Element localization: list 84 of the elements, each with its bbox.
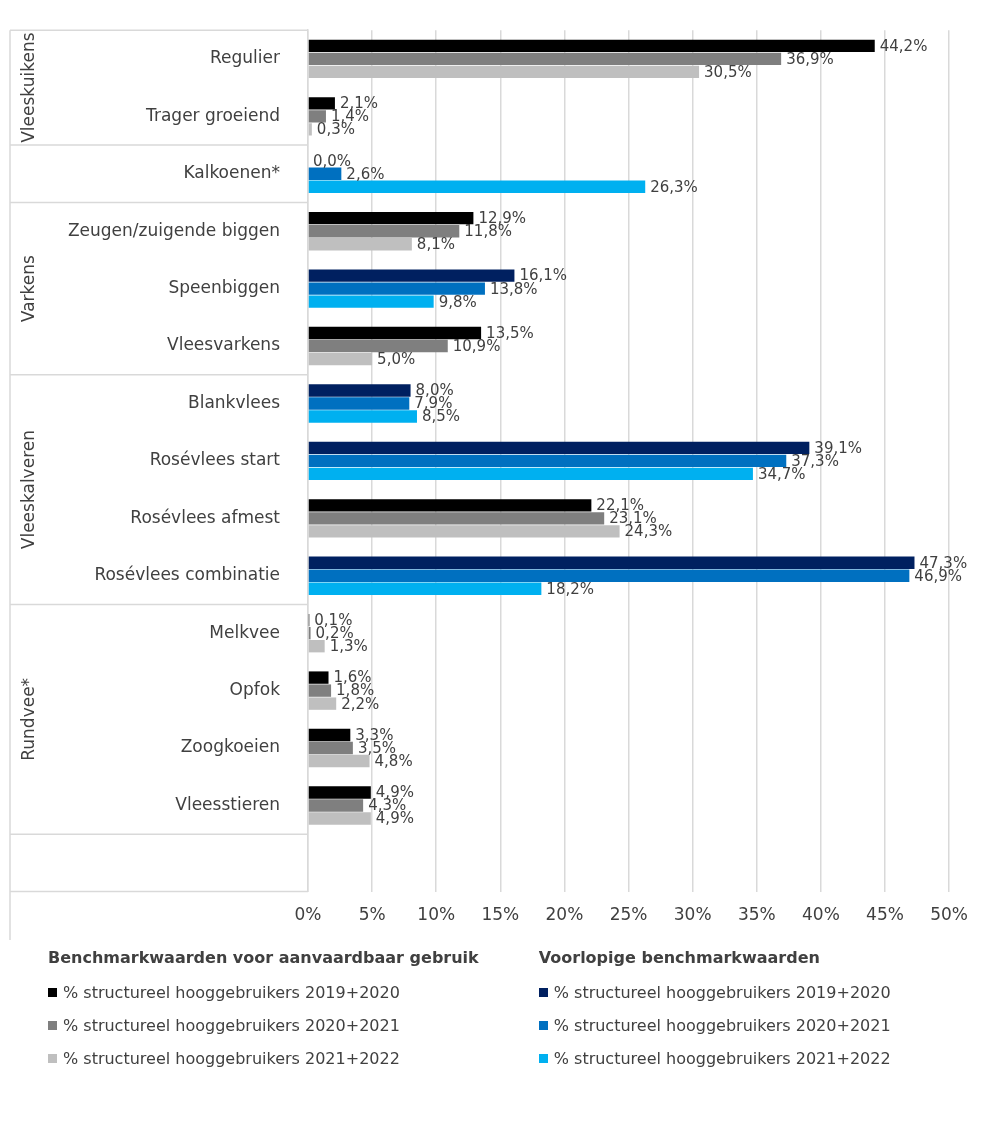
x-tick-label: 15% bbox=[481, 904, 520, 925]
bar bbox=[308, 410, 417, 423]
bar bbox=[308, 741, 353, 755]
x-tick-label: 25% bbox=[609, 904, 648, 925]
x-tick-label: 20% bbox=[545, 904, 584, 925]
x-tick-label: 35% bbox=[737, 904, 776, 925]
bar bbox=[308, 812, 371, 825]
bar bbox=[308, 282, 485, 295]
data-label: 9,8% bbox=[438, 292, 477, 311]
bar bbox=[308, 295, 434, 308]
bar bbox=[308, 556, 915, 569]
y-tick-label: Vleesvarkens bbox=[167, 334, 281, 355]
x-tick-label: 30% bbox=[673, 904, 712, 925]
data-label: 36,9% bbox=[786, 49, 834, 68]
text: Voorlopige benchmarkwaarden bbox=[538, 948, 821, 967]
bar bbox=[308, 697, 337, 710]
legend-label: % structureel hooggebruikers 2021+2022 bbox=[63, 1049, 400, 1068]
bar bbox=[308, 441, 810, 455]
bar bbox=[308, 454, 787, 468]
bar bbox=[308, 397, 410, 410]
bar bbox=[308, 352, 373, 366]
text: Benchmarkwaarden voor aanvaardbaar gebruik bbox=[48, 948, 479, 967]
bar bbox=[308, 671, 329, 684]
y-tick-label: Opfok bbox=[229, 679, 281, 700]
x-tick-label: 40% bbox=[801, 904, 840, 925]
bar bbox=[308, 728, 351, 742]
bar bbox=[308, 384, 411, 397]
bar bbox=[308, 180, 646, 193]
bar bbox=[308, 39, 875, 53]
bar bbox=[308, 786, 371, 799]
bar bbox=[308, 65, 700, 79]
y-tick-label: Trager groeiend bbox=[145, 104, 280, 125]
text: Varkens bbox=[18, 254, 39, 323]
bar bbox=[308, 582, 542, 595]
data-label: 8,1% bbox=[416, 235, 455, 254]
y-tick-label: Regulier bbox=[210, 47, 281, 68]
data-label: 5,0% bbox=[377, 349, 416, 368]
bar bbox=[308, 110, 326, 123]
x-tick-label: 10% bbox=[417, 904, 456, 925]
data-label: 30,5% bbox=[704, 62, 752, 81]
y-tick-label: Vleesstieren bbox=[175, 793, 280, 814]
y-tick-label: Zeugen/zuigende biggen bbox=[67, 219, 280, 240]
y-tick-label: Kalkoenen* bbox=[183, 162, 280, 183]
text: Vleeskalveren bbox=[18, 430, 39, 550]
bar bbox=[308, 97, 335, 110]
y-tick-label: Speenbiggen bbox=[168, 277, 280, 298]
data-label: 18,2% bbox=[546, 579, 595, 598]
bar bbox=[308, 525, 620, 538]
bar bbox=[308, 339, 448, 353]
bar bbox=[308, 269, 515, 282]
text: Vleeskuikens bbox=[18, 32, 39, 143]
legend-label: % structureel hooggebruikers 2019+2020 bbox=[63, 983, 400, 1002]
data-label: 44,2% bbox=[879, 36, 928, 55]
x-tick-label: 50% bbox=[930, 904, 969, 925]
bar bbox=[308, 326, 482, 340]
y-tick-label: Zoogkoeien bbox=[180, 736, 280, 757]
bar bbox=[308, 238, 412, 251]
bar bbox=[308, 123, 312, 136]
bar bbox=[308, 569, 910, 582]
y-tick-label: Rosévlees start bbox=[149, 449, 281, 470]
y-tick-label: Rosévlees combinatie bbox=[94, 564, 280, 585]
bar bbox=[308, 52, 782, 66]
bar bbox=[308, 211, 474, 225]
x-tick-label: 0% bbox=[294, 904, 322, 925]
bar bbox=[308, 684, 332, 697]
legend-label: % structureel hooggebruikers 2019+2020 bbox=[553, 983, 891, 1002]
bar bbox=[308, 225, 460, 238]
x-tick-label: 5% bbox=[358, 904, 386, 925]
bar bbox=[308, 499, 592, 512]
bar bbox=[308, 167, 342, 180]
bar bbox=[308, 640, 325, 653]
legend-label: % structureel hooggebruikers 2020+2021 bbox=[553, 1016, 891, 1035]
bar bbox=[308, 512, 605, 525]
bar bbox=[308, 799, 364, 812]
legend-label: % structureel hooggebruikers 2020+2021 bbox=[63, 1016, 400, 1035]
y-tick-label: Blankvlees bbox=[188, 391, 281, 412]
text: Rundvee* bbox=[18, 677, 39, 761]
bar bbox=[308, 467, 753, 481]
y-tick-label: Melkvee bbox=[209, 621, 280, 642]
data-label: 26,3% bbox=[650, 177, 698, 196]
y-tick-label: Rosévlees afmest bbox=[130, 506, 281, 527]
legend-label: % structureel hooggebruikers 2021+2022 bbox=[553, 1049, 891, 1068]
x-tick-label: 45% bbox=[866, 904, 904, 925]
bar bbox=[308, 754, 370, 768]
